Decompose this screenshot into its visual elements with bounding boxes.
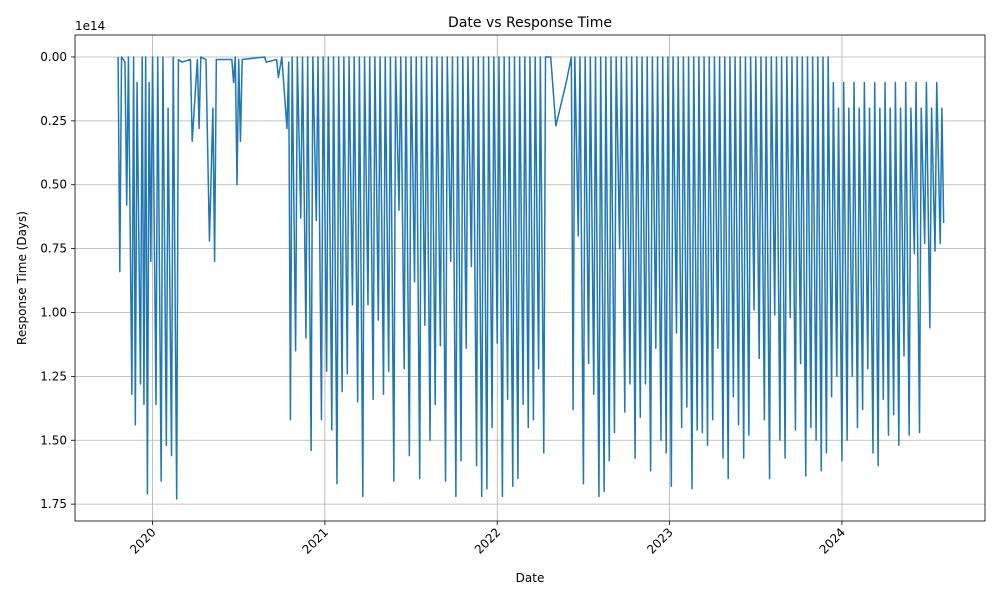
plot [117, 56, 945, 500]
y-tick-label: 0.50 [40, 178, 67, 192]
chart-title: Date vs Response Time [448, 15, 612, 31]
y-axis-label: Response Time (Days) [15, 211, 29, 345]
y-tick-label: 0.75 [40, 242, 67, 256]
axes-frame [74, 34, 986, 522]
y-offset-label: 1e14 [75, 19, 105, 33]
y-tick-label: 0.00 [40, 50, 67, 64]
x-axis-label: Date [516, 571, 545, 585]
data-line [117, 56, 945, 500]
y-tick-label: 0.25 [40, 114, 67, 128]
y-tick-label: 1.00 [40, 305, 67, 319]
y-tick-label: 1.75 [40, 497, 67, 511]
y-tick-label: 1.50 [40, 433, 67, 447]
y-tick-label: 1.25 [40, 369, 67, 383]
